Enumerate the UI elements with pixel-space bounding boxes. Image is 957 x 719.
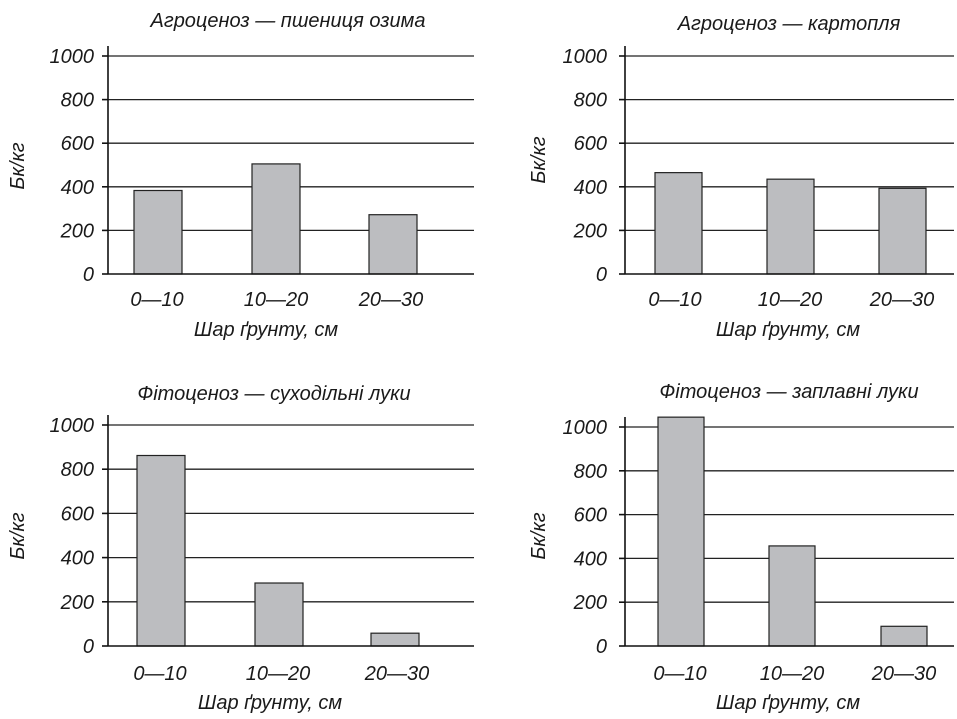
x-tick-label: 20—30 <box>871 663 937 685</box>
y-axis-label: Бк/кг <box>528 512 550 559</box>
bar-20—30 <box>878 187 927 275</box>
chart-title: Агроценоз — пшениця озима <box>149 10 425 32</box>
x-axis-label: Шар ґрунту, см <box>716 692 860 714</box>
y-tick-label: 1000 <box>50 415 95 437</box>
x-tick-label: 20—30 <box>364 663 430 685</box>
y-tick-label: 800 <box>61 459 94 481</box>
chart-panel-4: Фітоценоз — заплавні луки 0 200 400 600 800 10… <box>528 381 954 714</box>
y-tick-label: 400 <box>61 548 94 570</box>
y-tick-label: 400 <box>574 548 607 570</box>
y-tick-label: 800 <box>61 90 94 112</box>
y-tick-label: 1000 <box>563 417 608 439</box>
x-tick-label: 10—20 <box>244 289 309 311</box>
y-tick-label: 400 <box>574 177 607 199</box>
x-tick-label: 0—10 <box>648 289 701 311</box>
bar-0—10 <box>133 189 183 275</box>
bar-0—10 <box>136 454 186 647</box>
chart-title: Фітоценоз — суходільні луки <box>137 383 410 405</box>
y-tick-label: 600 <box>61 133 94 155</box>
chart-title: Фітоценоз — заплавні луки <box>659 381 918 403</box>
y-tick-label: 200 <box>573 220 607 242</box>
y-tick-label: 0 <box>83 636 94 658</box>
x-tick-label: 20—30 <box>358 289 424 311</box>
y-tick-label: 0 <box>596 636 607 658</box>
chart-panel-1: Агроценоз — пшениця озима 0 200 400 600 800 10… <box>7 10 474 341</box>
y-tick-label: 600 <box>61 503 94 525</box>
x-tick-label: 0—10 <box>133 663 186 685</box>
bar-20—30 <box>368 214 418 275</box>
x-tick-label: 20—30 <box>869 289 935 311</box>
y-tick-label: 1000 <box>50 46 95 68</box>
y-tick-label: 800 <box>574 461 607 483</box>
x-tick-label: 0—10 <box>130 289 183 311</box>
y-tick-label: 200 <box>573 592 607 614</box>
bar-20—30 <box>370 632 420 647</box>
bar-10—20 <box>254 582 304 647</box>
y-axis-label: Бк/кг <box>528 136 550 183</box>
x-tick-label: 10—20 <box>760 663 825 685</box>
x-tick-label: 10—20 <box>758 289 823 311</box>
x-axis-label: Шар ґрунту, см <box>198 692 342 714</box>
x-tick-label: 0—10 <box>653 663 706 685</box>
chart-panel-2: Агроценоз — картопля 0 200 400 600 800 1000 0—1… <box>528 13 954 341</box>
bar-0—10 <box>654 172 703 275</box>
y-tick-label: 200 <box>60 592 94 614</box>
y-tick-label: 800 <box>574 90 607 112</box>
bar-10—20 <box>768 545 816 647</box>
chart-title: Агроценоз — картопля <box>677 13 901 35</box>
x-axis-label: Шар ґрунту, см <box>194 319 338 341</box>
bar-10—20 <box>766 178 815 275</box>
y-axis-label: Бк/кг <box>7 512 29 559</box>
y-tick-label: 1000 <box>563 46 608 68</box>
y-tick-label: 400 <box>61 177 94 199</box>
y-tick-label: 600 <box>574 505 607 527</box>
chart-panel-3: Фітоценоз — суходільні луки 0 200 400 600 800… <box>7 383 474 714</box>
x-tick-label: 10—20 <box>246 663 311 685</box>
y-tick-label: 600 <box>574 133 607 155</box>
bar-20—30 <box>880 625 928 647</box>
y-tick-label: 0 <box>83 264 94 286</box>
y-tick-label: 200 <box>60 220 94 242</box>
y-axis-label: Бк/кг <box>7 142 29 189</box>
bar-0—10 <box>657 416 705 647</box>
x-axis-label: Шар ґрунту, см <box>716 319 860 341</box>
bar-10—20 <box>251 163 301 275</box>
y-tick-label: 0 <box>596 264 607 286</box>
